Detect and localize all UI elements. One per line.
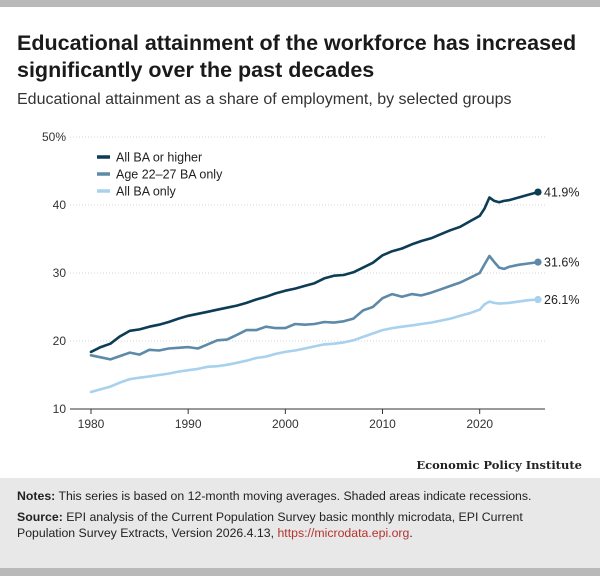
series-line-0 xyxy=(89,190,540,354)
series-end-point-0 xyxy=(534,188,542,196)
notes-label: Notes: xyxy=(17,489,56,503)
x-tick-label-2010: 2010 xyxy=(369,417,396,431)
line-chart: 10 20 30 40 50% 1980 1990 2000 2010 2020 26.1% 31… xyxy=(42,130,579,431)
notes-body: This series is based on 12-month moving … xyxy=(55,489,532,503)
legend-label-1: Age 22–27 BA only xyxy=(116,168,223,182)
credit-epi: Economic Policy Institute xyxy=(416,458,582,472)
series-end-label-1: 31.6% xyxy=(544,256,579,270)
series-end-point-1 xyxy=(534,258,542,266)
source-text: Source: EPI analysis of the Current Popu… xyxy=(17,509,572,541)
x-tick-label-1980: 1980 xyxy=(78,417,105,431)
y-tick-label-50: 50% xyxy=(42,130,66,144)
chart-legend: All BA or higher Age 22–27 BA only All BA … xyxy=(97,151,223,199)
x-tick-label-1990: 1990 xyxy=(175,417,202,431)
legend-label-0: All BA or higher xyxy=(116,151,202,165)
bottom-border-bar xyxy=(0,568,600,576)
x-axis-ticks: 1980 1990 2000 2010 2020 xyxy=(78,409,493,431)
x-tick-label-2020: 2020 xyxy=(466,417,493,431)
chart-title: Educational attainment of the workforce … xyxy=(17,31,577,82)
y-tick-label-10: 10 xyxy=(53,402,67,416)
y-axis-ticks: 10 20 30 40 50% xyxy=(42,130,66,416)
chart-subtitle: Educational attainment as a share of emp… xyxy=(17,91,512,108)
source-body: EPI analysis of the Current Population S… xyxy=(17,510,523,540)
chart-grid xyxy=(70,136,545,342)
top-border-bar xyxy=(0,0,600,7)
source-end: . xyxy=(409,526,413,540)
source-label: Source: xyxy=(17,510,63,524)
y-tick-label-30: 30 xyxy=(53,266,67,280)
series-end-label-2: 26.1% xyxy=(544,293,579,307)
series-end-label-0: 41.9% xyxy=(544,186,579,200)
legend-label-2: All BA only xyxy=(116,185,177,199)
series-line-2 xyxy=(89,298,540,394)
series-line-1 xyxy=(89,254,540,361)
series-end-point-2 xyxy=(534,295,542,304)
x-tick-label-2000: 2000 xyxy=(272,417,299,431)
notes-text: Notes: This series is based on 12-month … xyxy=(17,488,585,504)
y-tick-label-40: 40 xyxy=(53,198,67,212)
footer-notes: Notes: This series is based on 12-month … xyxy=(0,478,600,568)
chart-series: 26.1% 31.6% 41.9% xyxy=(89,186,579,394)
source-link[interactable]: https://microdata.epi.org xyxy=(277,526,410,540)
y-tick-label-20: 20 xyxy=(53,334,67,348)
